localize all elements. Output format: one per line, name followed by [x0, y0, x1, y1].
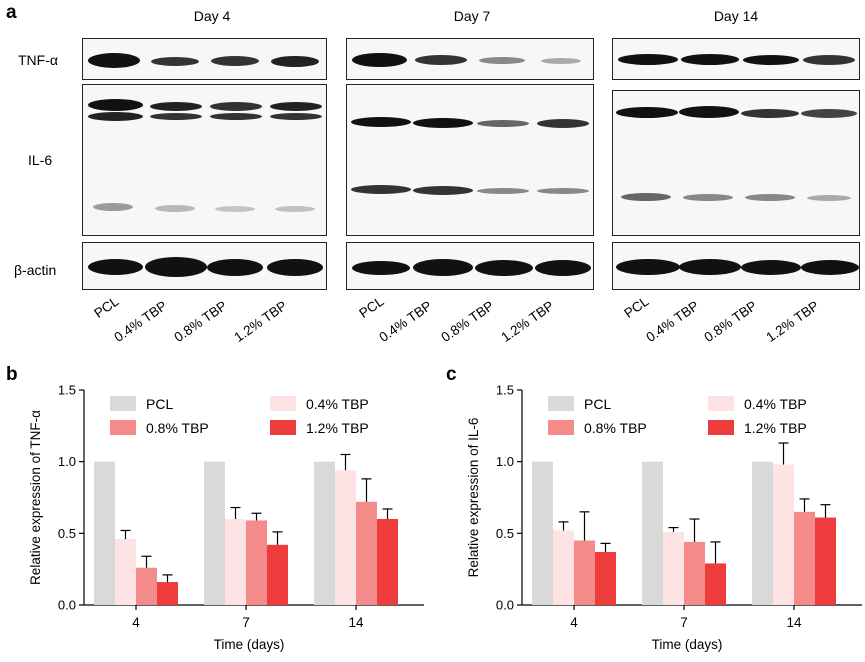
- tnf-y-tick-label: 0.5: [58, 526, 76, 541]
- il6-bar: [815, 517, 836, 605]
- panel-c-letter: c: [446, 364, 457, 385]
- row-label-il6: IL-6: [28, 152, 53, 168]
- il6-bar: [794, 511, 815, 605]
- day-14-label: Day 14: [713, 8, 759, 24]
- tnf-x-label: Time (days): [214, 637, 285, 652]
- il6-legend-label: 0.4% TBP: [744, 396, 807, 412]
- il6-y-tick-label: 0.0: [496, 598, 514, 613]
- lane-label-d14-1: PCL: [621, 293, 652, 321]
- chart-tnf: 0.0 0.5 1.0 1.5 Relative expression of TNF-α…: [28, 383, 424, 652]
- tnf-bar: [356, 501, 377, 605]
- il6-x-label: Time (days): [652, 637, 723, 652]
- tnf-bar: [377, 519, 398, 605]
- tnf-bar: [94, 461, 115, 605]
- tnf-y-tick-label: 1.0: [58, 454, 76, 469]
- tnf-y-tick-label: 1.5: [58, 383, 76, 398]
- il6-x-tick-label: 14: [786, 615, 802, 630]
- il6-y-label: Relative expression of IL-6: [466, 418, 481, 578]
- blot-il6-day7: [346, 84, 594, 236]
- il6-bar: [574, 540, 595, 605]
- il6-legend-swatch: [708, 420, 734, 435]
- day-4-label: Day 4: [193, 8, 231, 24]
- tnf-bar: [157, 582, 178, 605]
- blot-tnf-day4: [82, 38, 327, 80]
- panel-b-letter: b: [6, 364, 18, 385]
- il6-bar: [752, 461, 773, 605]
- lane-label-d4-3: 0.8% TBP: [171, 297, 230, 345]
- il6-bar: [553, 530, 574, 605]
- lane-label-d7-4: 1.2% TBP: [498, 297, 557, 345]
- blot-tnf-day7: [346, 38, 594, 80]
- lane-label-d7-3: 0.8% TBP: [438, 297, 497, 345]
- il6-legend-swatch: [548, 420, 574, 435]
- tnf-legend-swatch: [110, 396, 136, 411]
- blot-actin-day7: [346, 242, 594, 290]
- tnf-bar: [115, 539, 136, 605]
- day-7-label: Day 7: [453, 8, 491, 24]
- tnf-legend-label: 1.2% TBP: [306, 420, 369, 436]
- row-label-tnf: TNF-α: [18, 52, 58, 68]
- blot-actin-day4: [82, 242, 327, 290]
- il6-legend-swatch: [548, 396, 574, 411]
- tnf-bar: [225, 519, 246, 605]
- il6-x-tick-label: 7: [680, 615, 688, 630]
- tnf-x-tick-label: 7: [242, 615, 250, 630]
- il6-y-tick-label: 1.5: [496, 383, 514, 398]
- lane-label-d14-4: 1.2% TBP: [763, 297, 822, 345]
- panel-a-letter: a: [6, 2, 17, 23]
- il6-bar: [532, 461, 553, 605]
- row-label-actin: β-actin: [14, 262, 57, 278]
- tnf-bar: [314, 461, 335, 605]
- tnf-x-tick-label: 4: [132, 615, 140, 630]
- il6-bar: [642, 461, 663, 605]
- lane-label-d14-2: 0.4% TBP: [643, 297, 702, 345]
- tnf-legend-label: 0.8% TBP: [146, 420, 209, 436]
- il6-x-tick-label: 4: [570, 615, 578, 630]
- lane-label-d7-1: PCL: [356, 293, 387, 321]
- tnf-legend-swatch: [110, 420, 136, 435]
- il6-y-tick-label: 1.0: [496, 454, 514, 469]
- tnf-bar: [267, 544, 288, 605]
- lane-label-d14-3: 0.8% TBP: [701, 297, 760, 345]
- tnf-legend-swatch: [270, 420, 296, 435]
- tnf-x-tick-label: 14: [348, 615, 364, 630]
- il6-legend-swatch: [708, 396, 734, 411]
- blot-actin-day14: [612, 242, 860, 290]
- il6-legend-label: PCL: [584, 396, 611, 412]
- il6-legend-label: 1.2% TBP: [744, 420, 807, 436]
- tnf-bar: [136, 567, 157, 605]
- blot-il6-day14: [612, 90, 860, 236]
- blot-tnf-day14: [612, 38, 860, 80]
- lane-label-d4-4: 1.2% TBP: [231, 297, 290, 345]
- chart-il6: 0.0 0.5 1.0 1.5 Relative expression of IL-6 4…: [466, 383, 862, 652]
- tnf-legend-label: 0.4% TBP: [306, 396, 369, 412]
- blot-il6-day4: [82, 84, 327, 236]
- tnf-bar: [204, 461, 225, 605]
- tnf-legend-swatch: [270, 396, 296, 411]
- tnf-y-label: Relative expression of TNF-α: [28, 410, 43, 585]
- tnf-legend-label: PCL: [146, 396, 173, 412]
- il6-bar: [684, 541, 705, 605]
- tnf-bar: [335, 470, 356, 605]
- il6-y-tick-label: 0.5: [496, 526, 514, 541]
- il6-bar: [773, 464, 794, 605]
- il6-bar: [705, 563, 726, 605]
- lane-label-d4-1: PCL: [91, 293, 122, 321]
- il6-bar: [595, 551, 616, 605]
- tnf-bar: [246, 520, 267, 605]
- tnf-y-tick-label: 0.0: [58, 598, 76, 613]
- il6-bar: [663, 531, 684, 605]
- il6-legend-label: 0.8% TBP: [584, 420, 647, 436]
